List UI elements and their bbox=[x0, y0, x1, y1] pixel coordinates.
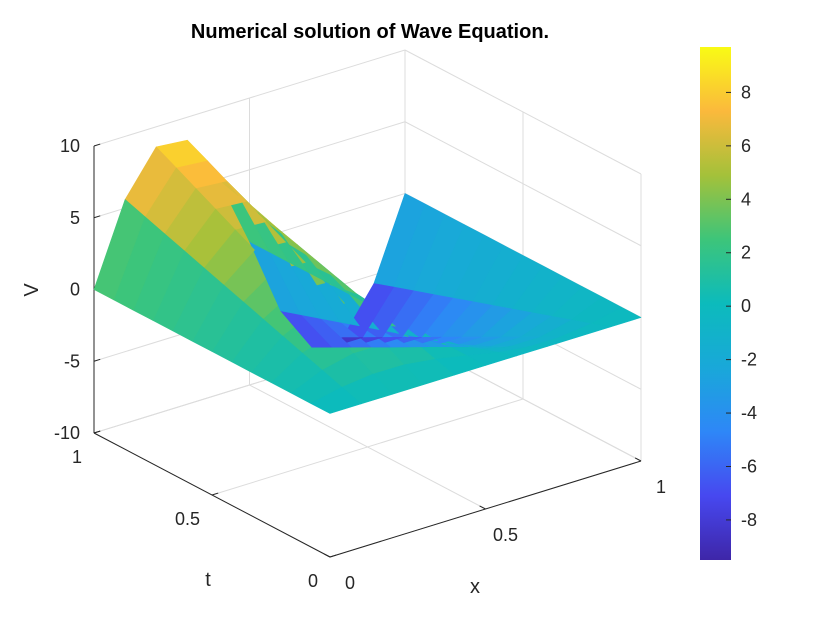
grid-line bbox=[211, 398, 524, 496]
colorbar-tick-label: 6 bbox=[741, 136, 751, 156]
v-tick-label: 10 bbox=[60, 136, 80, 156]
v-tick-label: 0 bbox=[70, 280, 80, 300]
v-tick-mark bbox=[93, 215, 101, 219]
t-tick-label: 0 bbox=[308, 571, 318, 591]
t-axis-label: t bbox=[205, 569, 211, 591]
colorbar-tick-label: 0 bbox=[741, 296, 751, 316]
x-tick-mark bbox=[323, 553, 331, 558]
t-tick-mark bbox=[329, 554, 337, 558]
x-tick-mark bbox=[634, 457, 642, 462]
surface-patch bbox=[93, 199, 146, 301]
colorbar-tick-label: -8 bbox=[741, 510, 757, 530]
x-tick-label: 1 bbox=[656, 477, 666, 497]
colorbar-gradient bbox=[700, 47, 731, 560]
v-tick-label: -10 bbox=[54, 423, 80, 443]
surface bbox=[93, 139, 642, 414]
t-tick-label: 0.5 bbox=[175, 509, 200, 529]
colorbar-tick-label: -4 bbox=[741, 403, 757, 423]
x-tick-label: 0.5 bbox=[493, 525, 518, 545]
colorbar-tick-label: 8 bbox=[741, 82, 751, 102]
t-tick-label: 1 bbox=[72, 447, 82, 467]
v-tick-mark bbox=[93, 358, 101, 362]
colorbar-tick-label: -6 bbox=[741, 456, 757, 476]
v-axis-label: V bbox=[21, 283, 43, 297]
colorbar: 8 6 4 2 0 -2 -4 -6 -8 bbox=[700, 47, 757, 560]
v-tick-mark bbox=[93, 430, 101, 434]
colorbar-tick-label: -2 bbox=[741, 350, 757, 370]
x-axis-label: x bbox=[470, 576, 480, 598]
x-tick-mark bbox=[479, 505, 486, 510]
colorbar-ticks: 8 6 4 2 0 -2 -4 -6 -8 bbox=[726, 82, 757, 530]
v-tick-mark bbox=[93, 143, 101, 147]
t-tick-mark bbox=[211, 492, 219, 496]
v-tick-label: -5 bbox=[64, 351, 80, 371]
v-tick-label: 5 bbox=[70, 208, 80, 228]
x-tick-label: 0 bbox=[345, 573, 355, 593]
colorbar-tick-label: 2 bbox=[741, 243, 751, 263]
chart-title: Numerical solution of Wave Equation. bbox=[191, 21, 549, 43]
colorbar-tick-label: 4 bbox=[741, 189, 751, 209]
